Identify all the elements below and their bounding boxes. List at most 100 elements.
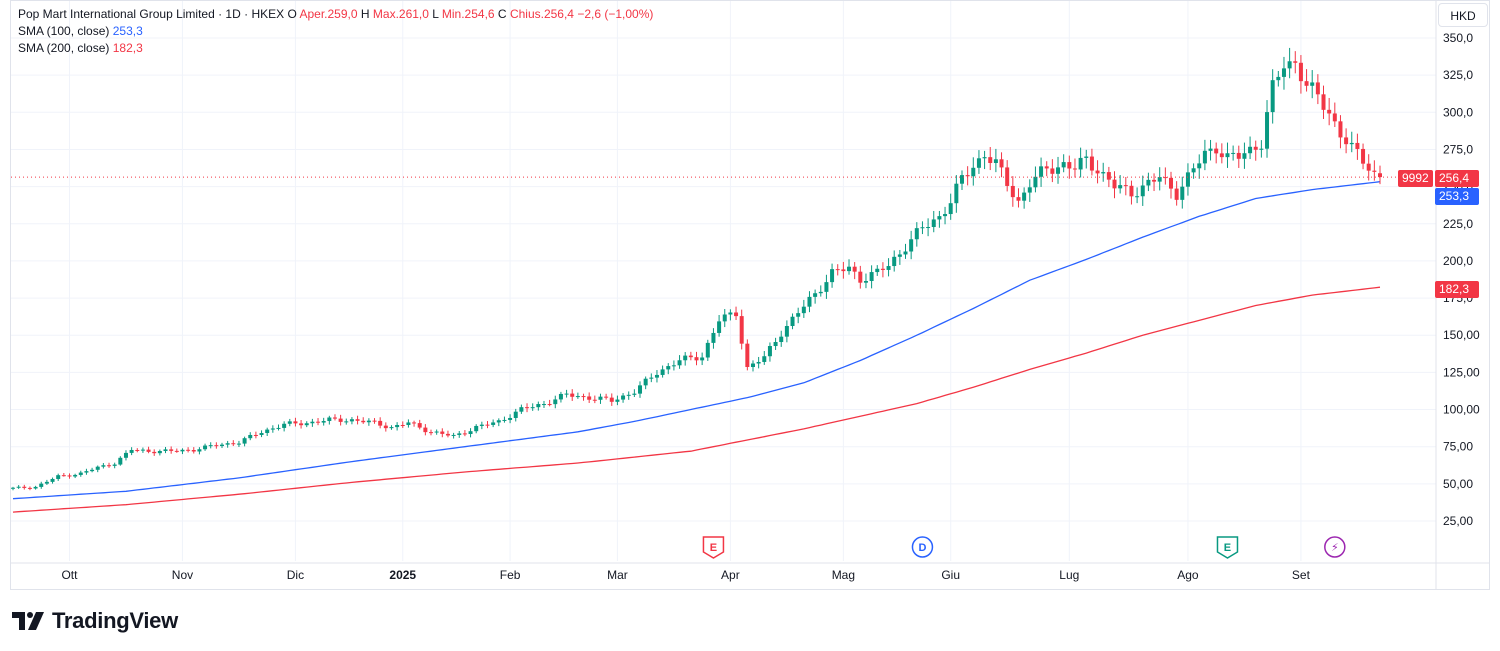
y-tick-label: 150,00 bbox=[1443, 328, 1480, 342]
price-chart[interactable]: 25,0050,0075,00100,00125,00150,00175,020… bbox=[11, 1, 1489, 589]
candle-body bbox=[643, 378, 648, 386]
earnings-icon[interactable]: E bbox=[1216, 536, 1239, 559]
ticker-tag: 9992 bbox=[1398, 170, 1433, 187]
candle-body bbox=[739, 316, 744, 344]
lightning-icon[interactable]: ⚡ bbox=[1324, 536, 1346, 558]
candle-body bbox=[508, 417, 513, 420]
candle-body bbox=[67, 475, 72, 477]
candle-body bbox=[654, 374, 659, 378]
x-tick-label: Dic bbox=[287, 568, 304, 582]
change-value: −2,6 (−1,00%) bbox=[577, 7, 654, 21]
y-tick-label: 125,00 bbox=[1443, 365, 1480, 379]
x-tick-label: Mag bbox=[832, 568, 855, 582]
event-glyph: E bbox=[710, 542, 717, 554]
candle-body bbox=[270, 428, 275, 430]
candle-body bbox=[496, 420, 501, 423]
candle-body bbox=[451, 434, 456, 436]
candle-body bbox=[1248, 146, 1253, 154]
candle-body bbox=[1118, 185, 1123, 189]
time-axis[interactable]: Ott Nov Dic 2025 Feb Mar Apr Mag Giu Lug Ago Set bbox=[11, 562, 1489, 582]
candle-body bbox=[344, 421, 349, 423]
candle-body bbox=[609, 397, 614, 402]
low-label: L bbox=[432, 7, 439, 21]
candle-body bbox=[750, 363, 755, 368]
candle-body bbox=[1208, 148, 1213, 151]
candle-body bbox=[203, 445, 208, 450]
candle-body bbox=[1168, 177, 1173, 189]
candle-body bbox=[587, 396, 592, 400]
candle-body bbox=[1349, 142, 1354, 145]
candle-body bbox=[717, 321, 722, 333]
candle-body bbox=[265, 429, 270, 434]
candle-body bbox=[903, 251, 908, 255]
candle-body bbox=[276, 427, 281, 429]
candle-body bbox=[1361, 148, 1366, 164]
candle-body bbox=[78, 472, 83, 475]
symbol-title[interactable]: Pop Mart International Group Limited · 1… bbox=[18, 7, 285, 21]
candle-body bbox=[649, 377, 654, 379]
candle-body bbox=[1101, 172, 1106, 174]
candle-body bbox=[677, 360, 682, 366]
candle-body bbox=[39, 483, 44, 487]
candle-body bbox=[304, 423, 309, 426]
candle-body bbox=[784, 326, 789, 337]
candle-body bbox=[406, 422, 411, 426]
sma100-price-tag: 253,3 bbox=[1435, 188, 1479, 205]
candle-body bbox=[1265, 112, 1270, 149]
x-tick-label: Ott bbox=[61, 568, 78, 582]
candle-body bbox=[152, 451, 157, 454]
candle-body bbox=[1129, 185, 1134, 197]
candle-body bbox=[1327, 109, 1332, 114]
candle-body bbox=[869, 272, 874, 281]
y-tick-label: 50,00 bbox=[1443, 477, 1473, 491]
currency-button[interactable]: HKD bbox=[1438, 3, 1488, 27]
tradingview-logo[interactable]: TradingView bbox=[12, 606, 178, 636]
y-tick-label: 300,0 bbox=[1443, 105, 1473, 119]
candle-body bbox=[541, 404, 546, 406]
candle-body bbox=[1276, 76, 1281, 81]
candle-body bbox=[135, 449, 140, 451]
legend-sma200-row[interactable]: SMA (200, close) 182,3 bbox=[18, 40, 653, 57]
candle-body bbox=[976, 158, 981, 168]
sma100-label: SMA (100, close) bbox=[18, 24, 110, 38]
candle-body bbox=[1039, 166, 1044, 177]
candle-body bbox=[282, 423, 287, 428]
candle-body bbox=[44, 481, 49, 484]
candle-body bbox=[519, 407, 524, 412]
x-tick-label: Giu bbox=[941, 568, 960, 582]
event-markers[interactable]: E D E ⚡ bbox=[702, 536, 1346, 559]
candle-body bbox=[666, 366, 671, 370]
candle-body bbox=[530, 407, 535, 409]
candle-body bbox=[462, 433, 467, 435]
candle-body bbox=[231, 443, 236, 445]
candle-body bbox=[400, 425, 405, 427]
candle-body bbox=[1056, 167, 1061, 174]
dividend-icon[interactable]: D bbox=[911, 536, 934, 558]
candle-body bbox=[429, 432, 434, 434]
close-value: Chius.256,4 bbox=[509, 7, 574, 21]
candle-body bbox=[1027, 187, 1032, 193]
candle-body bbox=[287, 421, 292, 424]
candle-body bbox=[734, 312, 739, 317]
candle-body bbox=[259, 433, 264, 436]
candle-body bbox=[90, 469, 95, 472]
candle-body bbox=[660, 369, 665, 375]
candle-body bbox=[157, 451, 162, 454]
candle-body bbox=[327, 417, 332, 422]
candle-body bbox=[875, 268, 880, 273]
candle-body bbox=[909, 239, 914, 252]
candle-body bbox=[965, 175, 970, 177]
candle-body bbox=[1378, 173, 1382, 178]
candle-body bbox=[1355, 142, 1360, 149]
candle-body bbox=[694, 357, 699, 361]
candle-body bbox=[1078, 157, 1083, 170]
candle-body bbox=[485, 424, 490, 426]
candle-body bbox=[897, 254, 902, 257]
legend-sma100-row[interactable]: SMA (100, close) 253,3 bbox=[18, 23, 653, 40]
candle-body bbox=[1163, 177, 1168, 179]
candle-body bbox=[536, 404, 541, 408]
candle-body bbox=[101, 465, 106, 467]
earnings-icon[interactable]: E bbox=[702, 536, 725, 559]
candle-body bbox=[440, 431, 445, 434]
candle-body bbox=[779, 336, 784, 343]
